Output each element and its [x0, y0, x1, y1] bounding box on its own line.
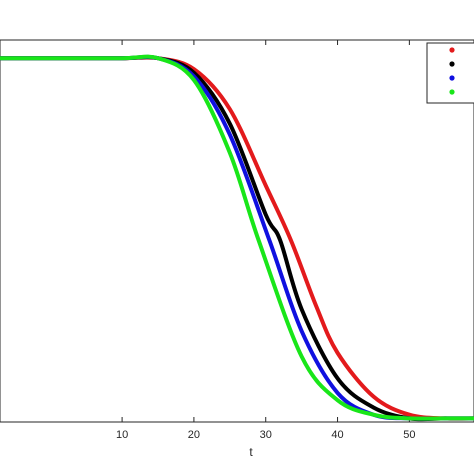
x-tick-label: 50 [403, 429, 415, 441]
legend-marker-3 [449, 75, 455, 81]
x-tick-label: 20 [188, 429, 200, 441]
x-tick-label: 30 [260, 429, 272, 441]
series-lines [0, 54, 474, 422]
series-line-4 [0, 54, 474, 421]
plot-area [0, 39, 474, 423]
x-tick-label: 40 [331, 429, 343, 441]
x-tick-label: 10 [116, 429, 128, 441]
ticks: 10 20 30 40 50 [116, 40, 415, 441]
legend-marker-1 [449, 47, 455, 53]
legend-marker-4 [449, 89, 455, 95]
legend [426, 42, 474, 104]
legend-marker-2 [449, 61, 455, 67]
x-axis-label: t [249, 445, 253, 459]
